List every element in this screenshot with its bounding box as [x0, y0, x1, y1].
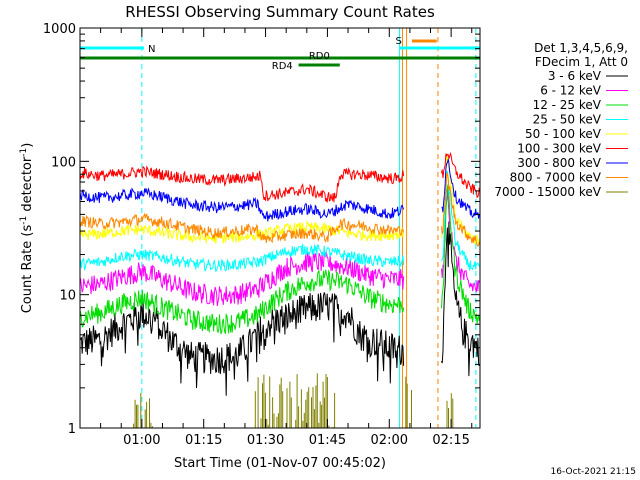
legend-header-2: FDecim 1, Att 0 [535, 55, 628, 69]
legend-label-4: 50 - 100 keV [525, 127, 602, 141]
series-line-1 [79, 188, 480, 307]
series-burst-3 [446, 393, 454, 428]
plot-frame [79, 27, 481, 429]
series-line-7 [80, 171, 480, 247]
y-tick-label-0: 1 [68, 422, 76, 437]
plot-area: N S RD0 RD4 [79, 28, 480, 428]
legend-label-1: 6 - 12 keV [540, 84, 602, 98]
rd0-label: RD0 [309, 51, 330, 62]
legend-label-2: 12 - 25 keV [533, 98, 602, 112]
x-tick-label-5: 02:15 [432, 433, 469, 448]
series-burst-1 [254, 373, 336, 428]
y-axis-label-sup: -1 [19, 216, 29, 225]
y-tick-label-3: 1000 [43, 22, 76, 37]
night-label: N [148, 44, 155, 55]
series-line-0 [79, 221, 480, 396]
x-axis-label: Start Time (01-Nov-07 00:45:02) [174, 456, 386, 471]
y-axis-label-end: ) [20, 143, 35, 148]
legend-header-1: Det 1,3,4,5,6,9, [534, 41, 628, 55]
x-tick-label-1: 01:15 [185, 433, 222, 448]
x-tick-label-4: 02:00 [371, 433, 408, 448]
y-axis: 1 10 100 1000 [43, 22, 480, 437]
series-line-6 [79, 158, 480, 222]
rd4-label: RD4 [272, 61, 293, 72]
legend-label-6: 300 - 800 keV [517, 156, 601, 170]
y-axis-label-sup2: -1 [19, 148, 29, 157]
series-burst-2 [405, 376, 412, 428]
y-axis-label-mid: detector [20, 156, 35, 216]
x-axis: 01:00 01:15 01:30 01:45 02:00 02:15 [100, 28, 473, 448]
x-tick-label-0: 01:00 [123, 433, 160, 448]
series-line-2 [79, 183, 480, 335]
legend-label-7: 800 - 7000 keV [510, 171, 602, 185]
legend-label-0: 3 - 6 keV [548, 69, 602, 83]
footer-timestamp: 16-Oct-2021 21:15 [551, 467, 636, 477]
series-line-5 [79, 151, 480, 203]
y-axis-label: Count Rate (s-1 detector-1) [19, 143, 35, 314]
series-burst-0 [133, 392, 153, 428]
y-tick-label-2: 100 [51, 155, 76, 170]
chart-title: RHESSI Observing Summary Count Rates [125, 3, 435, 21]
x-tick-label-2: 01:30 [247, 433, 284, 448]
saa-label: S [395, 36, 401, 47]
x-tick-label-3: 01:45 [309, 433, 346, 448]
y-tick-label-1: 10 [59, 289, 76, 304]
y-axis-label-main: Count Rate (s [20, 225, 35, 314]
legend-label-5: 100 - 300 keV [517, 142, 601, 156]
legend-label-3: 25 - 50 keV [533, 113, 602, 127]
legend-label-8: 7000 - 15000 keV [494, 185, 601, 199]
